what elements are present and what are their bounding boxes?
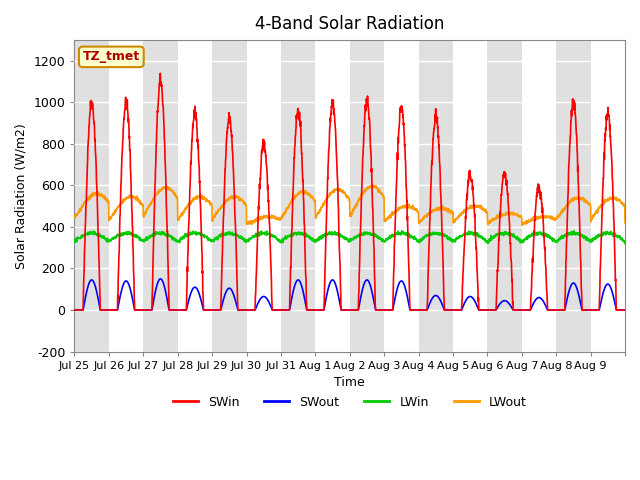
- Bar: [349, 40, 384, 351]
- Bar: [488, 40, 522, 351]
- X-axis label: Time: Time: [334, 376, 365, 389]
- Legend: SWin, SWout, LWin, LWout: SWin, SWout, LWin, LWout: [168, 391, 532, 414]
- Bar: [281, 40, 316, 351]
- Bar: [143, 40, 178, 351]
- Title: 4-Band Solar Radiation: 4-Band Solar Radiation: [255, 15, 444, 33]
- Bar: [556, 40, 591, 351]
- Text: TZ_tmet: TZ_tmet: [83, 50, 140, 63]
- Bar: [212, 40, 246, 351]
- Y-axis label: Solar Radiation (W/m2): Solar Radiation (W/m2): [15, 123, 28, 269]
- Bar: [74, 40, 109, 351]
- Bar: [419, 40, 453, 351]
